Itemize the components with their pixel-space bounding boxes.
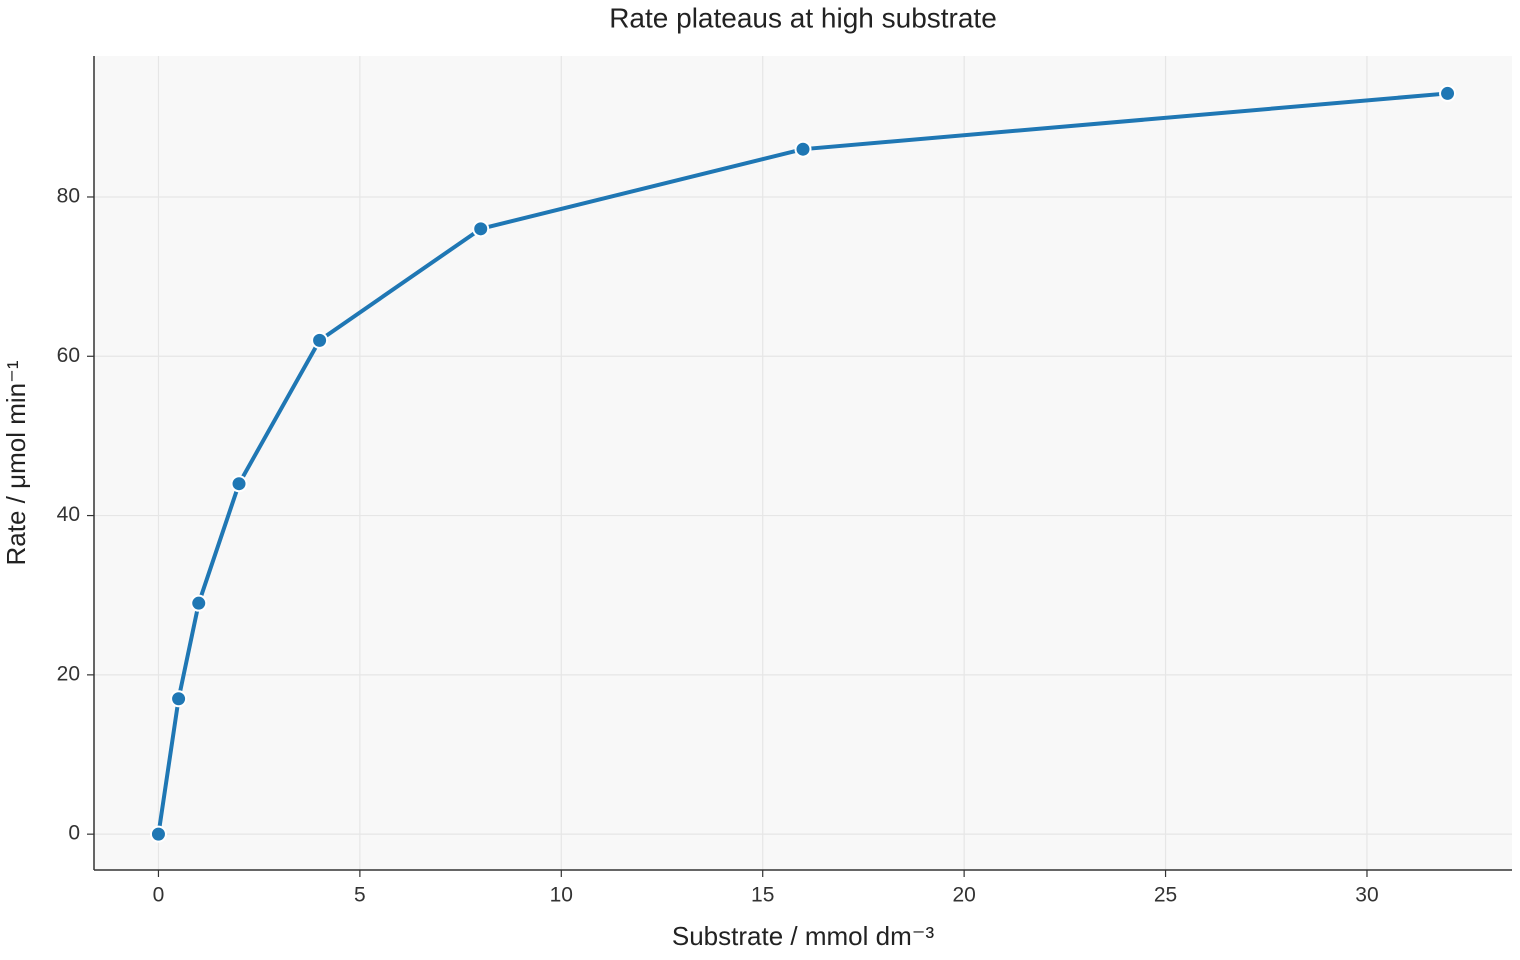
- x-tick-label: 30: [1355, 884, 1378, 907]
- x-tick-label: 10: [550, 884, 573, 907]
- data-point: [190, 594, 208, 612]
- data-point: [472, 220, 490, 238]
- data-point: [149, 825, 167, 843]
- data-point: [794, 140, 812, 158]
- plot-area: [94, 56, 1512, 870]
- y-tick-label: 20: [57, 662, 80, 685]
- x-axis-label: Substrate / mmol dm⁻³: [672, 921, 935, 951]
- y-tick-label: 0: [68, 822, 80, 845]
- grid: [94, 56, 1512, 870]
- x-tick-label: 25: [1154, 884, 1177, 907]
- y-axis-label: Rate / μmol min⁻¹: [1, 360, 31, 565]
- data-point: [311, 331, 329, 349]
- x-tick-label: 5: [354, 884, 366, 907]
- y-tick-label: 60: [57, 344, 80, 367]
- x-tick-label: 15: [751, 884, 774, 907]
- data-point: [1439, 84, 1457, 102]
- x-tick-label: 20: [952, 884, 975, 907]
- data-point: [170, 690, 188, 708]
- data-line: [156, 91, 1448, 835]
- x-tick-label: 0: [153, 884, 165, 907]
- y-tick-label: 40: [57, 503, 80, 526]
- y-tick-label: 80: [57, 185, 80, 208]
- data-point: [230, 475, 248, 493]
- chart-title: Rate plateaus at high substrate: [609, 2, 997, 33]
